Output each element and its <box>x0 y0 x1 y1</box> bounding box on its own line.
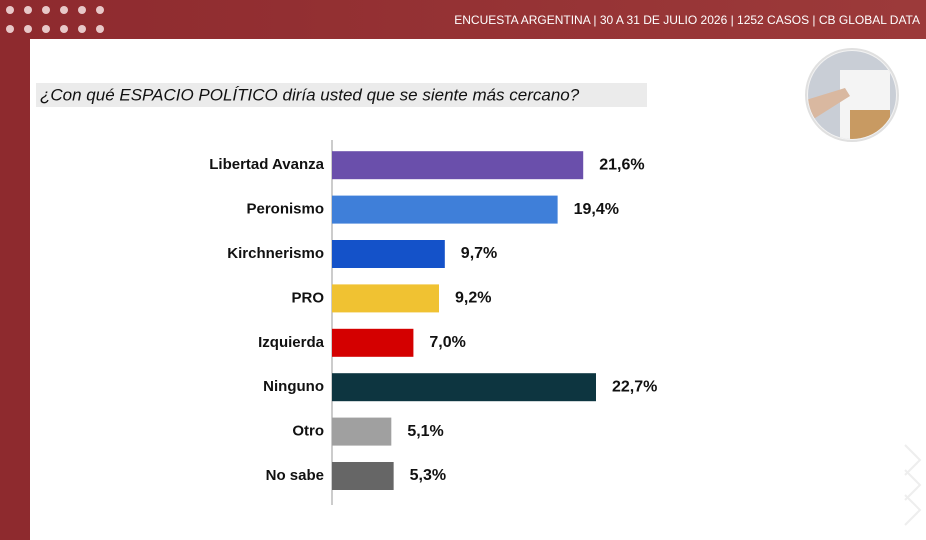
bar <box>332 328 414 357</box>
header-text: ENCUESTA ARGENTINA | 30 A 31 DE JULIO 20… <box>454 13 920 27</box>
value-label: 5,1% <box>407 423 443 440</box>
category-label: PRO <box>291 289 324 306</box>
side-bar <box>0 0 30 540</box>
photo <box>805 48 899 142</box>
category-label: No sabe <box>266 467 324 484</box>
category-label: Kirchnerismo <box>227 245 324 262</box>
value-label: 22,7% <box>612 378 657 395</box>
category-label: Izquierda <box>258 334 325 351</box>
bar <box>332 195 558 224</box>
bar <box>332 284 439 313</box>
bar <box>332 417 392 446</box>
decor-dots <box>6 6 104 33</box>
category-label: Otro <box>292 423 324 440</box>
category-label: Libertad Avanza <box>209 156 324 173</box>
bar <box>332 462 394 490</box>
value-label: 21,6% <box>599 156 644 173</box>
chart-title: ¿Con qué ESPACIO POLÍTICO diría usted qu… <box>40 85 580 104</box>
value-label: 19,4% <box>574 201 619 218</box>
value-label: 7,0% <box>429 334 465 351</box>
value-label: 9,7% <box>461 245 497 262</box>
category-label: Ninguno <box>263 378 324 395</box>
header-bar <box>0 0 926 39</box>
category-label: Peronismo <box>246 201 324 218</box>
decor-chevrons <box>904 444 922 526</box>
bar <box>332 373 596 402</box>
title-box <box>36 83 647 107</box>
value-label: 9,2% <box>455 290 491 307</box>
bar <box>332 240 445 268</box>
bar <box>332 151 584 180</box>
value-label: 5,3% <box>410 467 446 484</box>
